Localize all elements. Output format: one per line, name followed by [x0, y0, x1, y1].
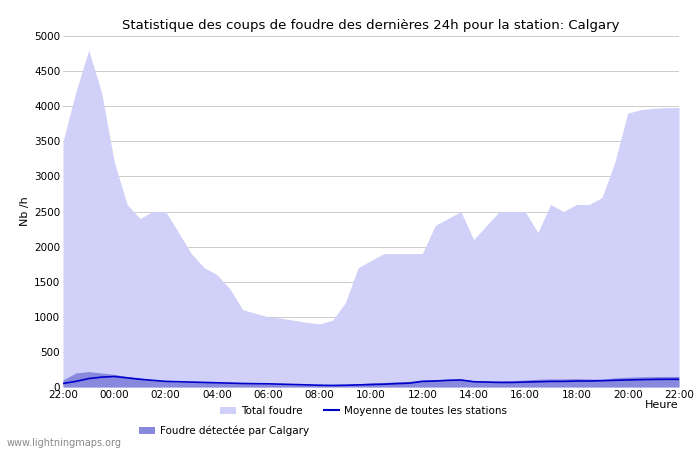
Text: Heure: Heure: [645, 400, 679, 410]
Text: www.lightningmaps.org: www.lightningmaps.org: [7, 438, 122, 448]
Title: Statistique des coups de foudre des dernières 24h pour la station: Calgary: Statistique des coups de foudre des dern…: [122, 19, 620, 32]
Legend: Total foudre, Moyenne de toutes les stations: Total foudre, Moyenne de toutes les stat…: [216, 402, 512, 420]
Legend: Foudre détectée par Calgary: Foudre détectée par Calgary: [135, 422, 313, 440]
Y-axis label: Nb /h: Nb /h: [20, 197, 30, 226]
